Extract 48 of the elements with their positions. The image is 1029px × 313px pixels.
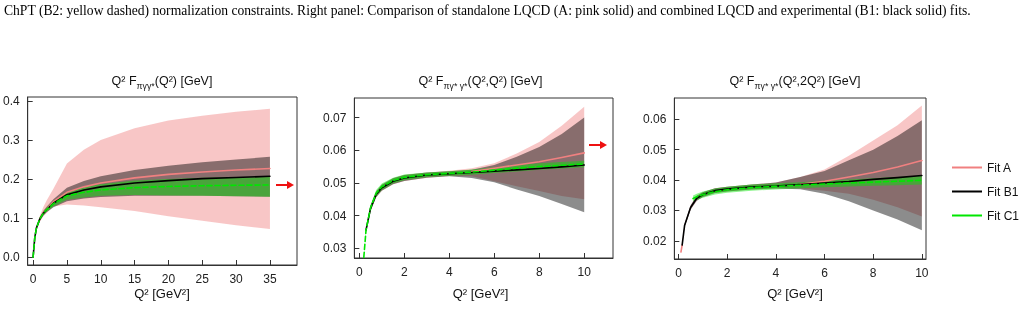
x-tick-label: 8 xyxy=(535,265,543,279)
y-tick-label: 0.2 xyxy=(2,172,20,187)
x-tick-label: 2 xyxy=(723,266,731,280)
x-tick-label: 0 xyxy=(355,265,363,279)
x-tick-label: 5 xyxy=(63,272,71,286)
chart-title: Q² F$_{πγ* γ*}$(Q²,2Q²) [GeV] xyxy=(728,74,862,91)
x-tick-label: 4 xyxy=(445,265,453,279)
x-tick-label: 8 xyxy=(869,266,877,280)
y-tick-label: 0.03 xyxy=(643,203,667,218)
y-tick-label: 0.04 xyxy=(323,208,347,223)
y-tick-label: 0.05 xyxy=(323,175,347,190)
chart-title: Q² F$_{πγγ*}$(Q²) [GeV] xyxy=(110,74,214,91)
y-tick-label: 0.1 xyxy=(2,211,20,226)
x-tick-label: 0 xyxy=(29,272,37,286)
x-axis-title: Q² [GeV²] xyxy=(133,286,191,301)
x-tick-label: 6 xyxy=(821,266,829,280)
y-tick-label: 0.3 xyxy=(2,132,20,147)
legend-label: Fit A xyxy=(987,160,1012,175)
legend-label: Fit B1 xyxy=(987,184,1019,199)
x-tick-label: 2 xyxy=(400,265,408,279)
line-series xyxy=(365,164,586,231)
line-series xyxy=(470,152,586,173)
y-tick-label: 0.05 xyxy=(643,142,667,157)
y-tick-label: 0.06 xyxy=(323,143,347,158)
y-tick-label: 0.02 xyxy=(643,233,667,248)
x-tick-label: 6 xyxy=(490,265,498,279)
x-tick-label: 10 xyxy=(577,265,592,279)
x-tick-label: 15 xyxy=(127,272,142,286)
x-tick-label: 10 xyxy=(94,272,108,286)
x-axis-title: Q² [GeV²] xyxy=(766,286,824,301)
x-tick-label: 10 xyxy=(915,266,929,280)
y-tick-label: 0.06 xyxy=(643,112,667,127)
x-tick-label: 4 xyxy=(772,266,780,280)
x-tick-label: 20 xyxy=(161,272,176,286)
x-tick-label: 35 xyxy=(263,272,277,286)
chart-title: Q² F$_{πγ* γ*}$(Q²,Q²) [GeV] xyxy=(417,74,544,91)
y-tick-label: 0.07 xyxy=(323,110,347,125)
x-axis-title: Q² [GeV²] xyxy=(451,286,510,301)
x-tick-label: 30 xyxy=(229,272,244,286)
y-tick-label: 0.04 xyxy=(643,173,667,188)
y-tick-label: 0.03 xyxy=(323,241,347,256)
x-tick-label: 25 xyxy=(195,272,210,286)
text: ChPT (B2: yellow dashed) normalization constraints. Right panel: Comparison of standalone LQCD (A: pink solid) and combined LQCD and experimental (B1: black solid) fits. xyxy=(4,2,972,20)
line-series xyxy=(681,174,923,246)
y-tick-label: 0.0 xyxy=(2,250,20,265)
y-tick-label: 0.4 xyxy=(2,93,20,108)
legend-label: Fit C1 xyxy=(987,208,1020,223)
x-tick-label: 0 xyxy=(675,266,683,280)
